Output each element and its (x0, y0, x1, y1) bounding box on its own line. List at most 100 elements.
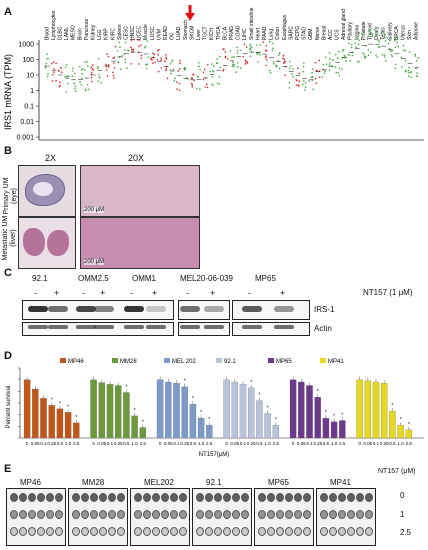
well (81, 510, 89, 519)
well (161, 493, 169, 502)
a-dot (97, 66, 99, 68)
well (214, 493, 222, 502)
histology-metastatic-20x: 200 μM (80, 217, 200, 269)
a-dot (218, 75, 221, 78)
well (134, 527, 142, 536)
a-dot (314, 61, 317, 64)
panel-label-e: E (4, 463, 12, 475)
well (320, 510, 328, 519)
a-dot (365, 45, 367, 47)
a-dot (112, 74, 115, 77)
well (170, 527, 178, 536)
panel-a-figure: IRS1 mRNA (TPM) 1000 100 10 1 0.1 0.01 0.001 B… (3, 5, 424, 142)
a-tissue-label: HNSC (130, 25, 136, 40)
a-dot (396, 41, 399, 44)
a-dot (292, 75, 294, 78)
well (108, 510, 116, 519)
well (179, 510, 187, 519)
a-dot (351, 43, 353, 46)
d-bar (48, 405, 55, 439)
a-dot (310, 76, 313, 79)
irs1-band (274, 306, 294, 312)
a-dot (197, 75, 199, 78)
a-tissue-label: LUSC (150, 26, 156, 40)
well (338, 527, 346, 536)
a-dot (192, 73, 194, 76)
a-dot (57, 70, 60, 72)
a-dot (371, 35, 374, 38)
panel-label-c: C (4, 267, 12, 279)
a-dot (416, 75, 418, 78)
a-dot (80, 83, 83, 86)
well (347, 527, 355, 536)
a-dot (265, 44, 268, 47)
well (258, 510, 266, 519)
well (72, 510, 80, 519)
a-dot (265, 59, 268, 61)
well (28, 493, 36, 502)
d-xtick-label: 0.5 (323, 441, 330, 446)
a-dot (338, 74, 341, 77)
a-dot (321, 76, 324, 78)
a-dot (232, 56, 235, 58)
actin-band (94, 325, 114, 329)
a-dot (370, 51, 372, 53)
panel-a-ylabel: IRS1 mRNA (TPM) (3, 54, 13, 130)
a-dot (318, 76, 321, 79)
histology-metastatic-2x (18, 217, 76, 269)
well (108, 527, 116, 536)
a-dot (243, 43, 246, 46)
well (196, 493, 204, 502)
a-dot (271, 49, 274, 52)
a-dot (124, 61, 127, 64)
a-tissue-label: Pituitary (348, 21, 354, 40)
a-dot (86, 60, 88, 63)
a-dot (297, 85, 300, 87)
a-dot (328, 52, 331, 54)
d-bar (90, 379, 97, 439)
a-dot (46, 53, 49, 56)
a-dot (288, 87, 291, 89)
a-dot (239, 49, 242, 52)
wb-group-mp65: MP65 (255, 274, 276, 283)
wb-sign-minus: - (82, 288, 85, 298)
a-dot (137, 39, 139, 41)
d-bar (356, 379, 363, 439)
a-tissue-label: KICH (209, 28, 215, 40)
a-dot (268, 69, 271, 72)
a-dot (236, 49, 239, 52)
actin-band (274, 325, 294, 329)
irs1-band (76, 306, 96, 312)
a-dot (272, 60, 275, 63)
arrow-icon (185, 5, 195, 21)
a-tissue-label: Blood (44, 27, 50, 40)
a-tissue-label: Breast (321, 25, 327, 40)
a-tissue-label: OV (170, 32, 176, 40)
a-dot (91, 68, 94, 70)
a-dot (303, 62, 305, 64)
well (10, 510, 18, 519)
a-tissue-label: BLCA (222, 26, 228, 40)
well (338, 510, 346, 519)
a-dot (107, 66, 110, 68)
plate-label: MM28 (82, 478, 105, 487)
a-dot (67, 75, 70, 78)
a-dot (133, 38, 135, 41)
panel-label-b: B (4, 145, 12, 157)
a-tissue-label: STAD (302, 27, 308, 40)
a-dot (203, 68, 206, 71)
d-xtick-label: 0.1 (107, 441, 114, 446)
panel-b-col1: 2X (45, 153, 57, 163)
a-dot (232, 61, 234, 63)
a-dot (140, 54, 143, 57)
a-tissue-label: Heart (255, 27, 261, 40)
a-dot (250, 50, 253, 53)
a-tissue-label: KIRC (110, 28, 116, 40)
a-dot (367, 49, 370, 51)
well (196, 510, 204, 519)
d-xtick-label: 0.05 (230, 441, 239, 446)
a-dot (275, 64, 277, 67)
well (294, 510, 302, 519)
a-dot (224, 51, 227, 53)
panel-e-row-1: 1 (400, 510, 405, 519)
